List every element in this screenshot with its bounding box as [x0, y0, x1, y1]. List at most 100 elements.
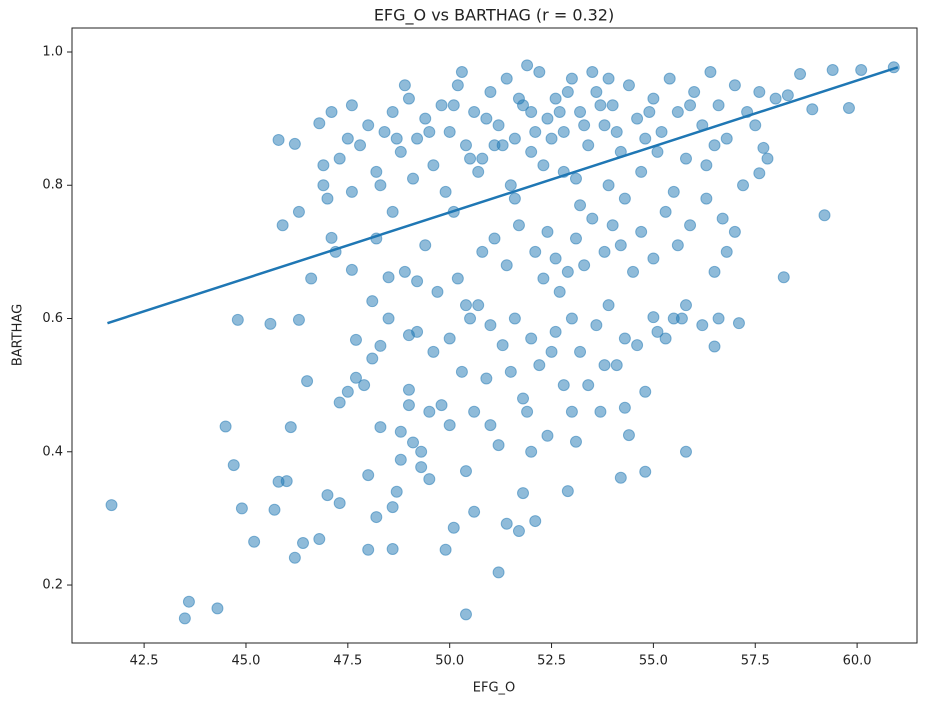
point [647, 252, 660, 265]
point [533, 359, 546, 372]
point [749, 119, 762, 132]
point [525, 105, 538, 118]
point [639, 385, 652, 398]
point [488, 232, 501, 245]
point [716, 212, 729, 225]
point [402, 399, 415, 412]
point [679, 445, 692, 458]
x-tick-label: 55.0 [639, 654, 668, 669]
point [728, 225, 741, 238]
point [610, 125, 623, 138]
point [529, 515, 542, 528]
point [341, 385, 354, 398]
y-tick-label: 0.8 [42, 178, 63, 193]
point [219, 420, 232, 433]
point [769, 92, 782, 105]
point [647, 311, 660, 324]
point [427, 345, 440, 358]
x-tick-label: 52.5 [537, 654, 566, 669]
point [398, 265, 411, 278]
point [435, 399, 448, 412]
point [423, 405, 436, 418]
point [284, 421, 297, 434]
point [443, 419, 456, 432]
point [602, 299, 615, 312]
point [557, 125, 570, 138]
point [280, 475, 293, 488]
point [468, 505, 481, 518]
point [618, 332, 631, 345]
point [598, 119, 611, 132]
point [447, 99, 460, 112]
point [378, 125, 391, 138]
point [435, 99, 448, 112]
point [235, 502, 248, 515]
point [358, 379, 371, 392]
point [541, 429, 554, 442]
y-tick-label: 0.2 [42, 578, 63, 593]
point [647, 92, 660, 105]
point [451, 272, 464, 285]
point [651, 325, 664, 338]
point [781, 89, 794, 102]
point [333, 152, 346, 165]
point [272, 133, 285, 146]
point [525, 145, 538, 158]
point [586, 212, 599, 225]
point [415, 461, 428, 474]
chart-title: EFG_O vs BARTHAG (r = 0.32) [374, 6, 614, 26]
point [443, 125, 456, 138]
point [675, 312, 688, 325]
point [386, 205, 399, 218]
point [362, 119, 375, 132]
point [492, 439, 505, 452]
point [777, 271, 790, 284]
point [394, 453, 407, 466]
point [325, 105, 338, 118]
point [439, 543, 452, 556]
x-tick-label: 57.5 [741, 654, 770, 669]
point [484, 319, 497, 332]
point [728, 79, 741, 92]
point [655, 125, 668, 138]
point [855, 63, 868, 76]
point [407, 436, 420, 449]
point [737, 179, 750, 192]
point [411, 275, 424, 288]
point [561, 485, 574, 498]
point [341, 132, 354, 145]
point [529, 125, 542, 138]
point [345, 263, 358, 276]
point [696, 319, 709, 332]
point [517, 392, 530, 405]
point [492, 119, 505, 132]
point [345, 185, 358, 198]
point [667, 185, 680, 198]
point [402, 383, 415, 396]
point [394, 425, 407, 438]
point [439, 185, 452, 198]
point [349, 371, 362, 384]
point [464, 152, 477, 165]
point [533, 65, 546, 78]
point [663, 72, 676, 85]
point [671, 105, 684, 118]
point [700, 159, 713, 172]
point [476, 245, 489, 258]
point [590, 319, 603, 332]
point [582, 139, 595, 152]
plot-frame [71, 27, 918, 644]
point [826, 63, 839, 76]
x-axis-label: EFG_O [473, 681, 516, 696]
point [447, 521, 460, 534]
point [211, 602, 224, 615]
point [643, 105, 656, 118]
point [288, 137, 301, 150]
point [394, 145, 407, 158]
point [586, 65, 599, 78]
point [679, 152, 692, 165]
point [459, 608, 472, 621]
point [305, 272, 318, 285]
point [419, 239, 432, 252]
